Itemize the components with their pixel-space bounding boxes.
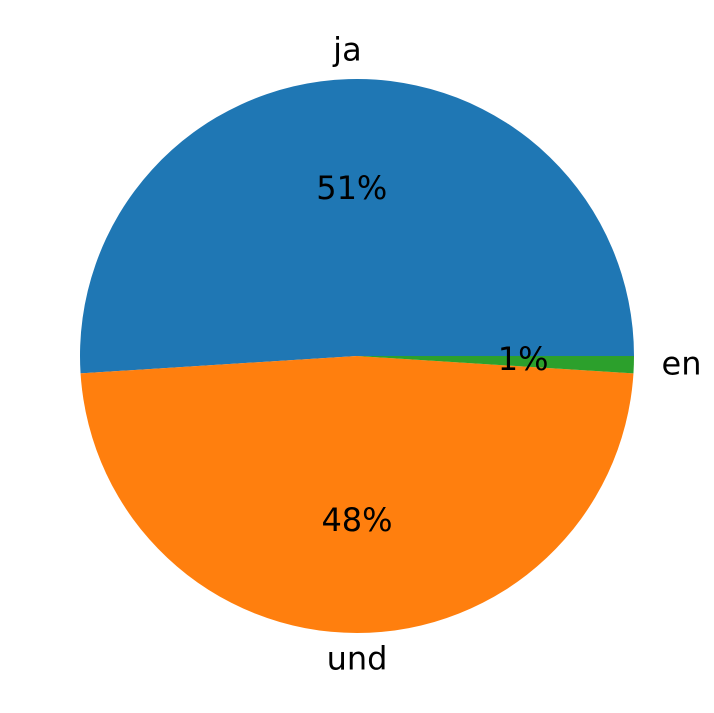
slice-percent-ja: 51% bbox=[316, 169, 387, 207]
slice-percent-und: 48% bbox=[321, 501, 392, 539]
pie-slice-en bbox=[357, 356, 634, 374]
slice-label-ja: ja bbox=[332, 30, 362, 68]
pie-slice-und bbox=[80, 356, 634, 634]
pie-slice-ja bbox=[79, 78, 634, 374]
slice-percent-en: 1% bbox=[498, 340, 549, 378]
slice-label-und: und bbox=[327, 640, 388, 678]
pie-labels: ja 51% und 48% en 1% bbox=[316, 30, 701, 677]
pie-slices bbox=[79, 78, 634, 634]
slice-label-en: en bbox=[662, 345, 702, 383]
